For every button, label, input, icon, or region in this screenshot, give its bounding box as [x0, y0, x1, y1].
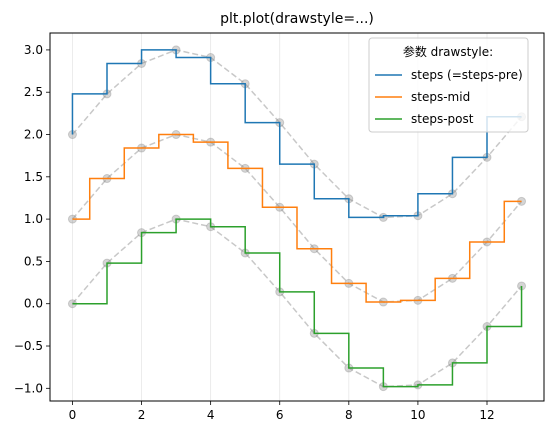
- reference-line: [71, 218, 523, 388]
- x-tick-label: 10: [410, 408, 425, 422]
- reference-line: [71, 49, 523, 219]
- plot-frame: [49, 32, 545, 402]
- y-tick-label: −1.0: [14, 381, 43, 395]
- y-tick-label: 1.5: [24, 170, 43, 184]
- series-line-steps-pre: [71, 49, 522, 219]
- x-tick-label: 4: [207, 408, 215, 422]
- legend: 参数 drawstyle: steps (=steps-pre) steps-mi…: [368, 37, 529, 133]
- legend-label: steps (=steps-pre): [411, 68, 523, 82]
- reference-line: [71, 133, 523, 303]
- y-tick-label: 0.5: [24, 254, 43, 268]
- y-tick-label: 0.0: [24, 297, 43, 311]
- series-line-steps-mid: [72, 133, 522, 303]
- y-tick-label: 1.0: [24, 212, 43, 226]
- x-tick-label: 8: [345, 408, 353, 422]
- axis-layer: 0 2 4 6 8 10 12 −1.0 −0.5 0.0 0.5 1.0 1.5 2.0 2.5 3.0: [14, 43, 495, 422]
- series-layer: [71, 49, 523, 388]
- series-line-steps-post: [72, 218, 523, 388]
- x-tick-label: 6: [276, 408, 284, 422]
- legend-label: steps-post: [411, 112, 474, 126]
- legend-entries: steps (=steps-pre) steps-mid steps-post: [375, 68, 523, 126]
- chart-title: plt.plot(drawstyle=...): [220, 11, 374, 27]
- y-tick-label: −0.5: [14, 339, 43, 353]
- legend-label: steps-mid: [411, 90, 470, 104]
- x-tick-label: 0: [69, 408, 77, 422]
- y-tick-label: 2.5: [24, 85, 43, 99]
- x-tick-label: 12: [479, 408, 494, 422]
- y-tick-label: 3.0: [24, 43, 43, 57]
- legend-title: 参数 drawstyle:: [403, 44, 493, 59]
- x-tick-label: 2: [138, 408, 146, 422]
- legend-box: [368, 37, 529, 133]
- y-tick-label: 2.0: [24, 128, 43, 142]
